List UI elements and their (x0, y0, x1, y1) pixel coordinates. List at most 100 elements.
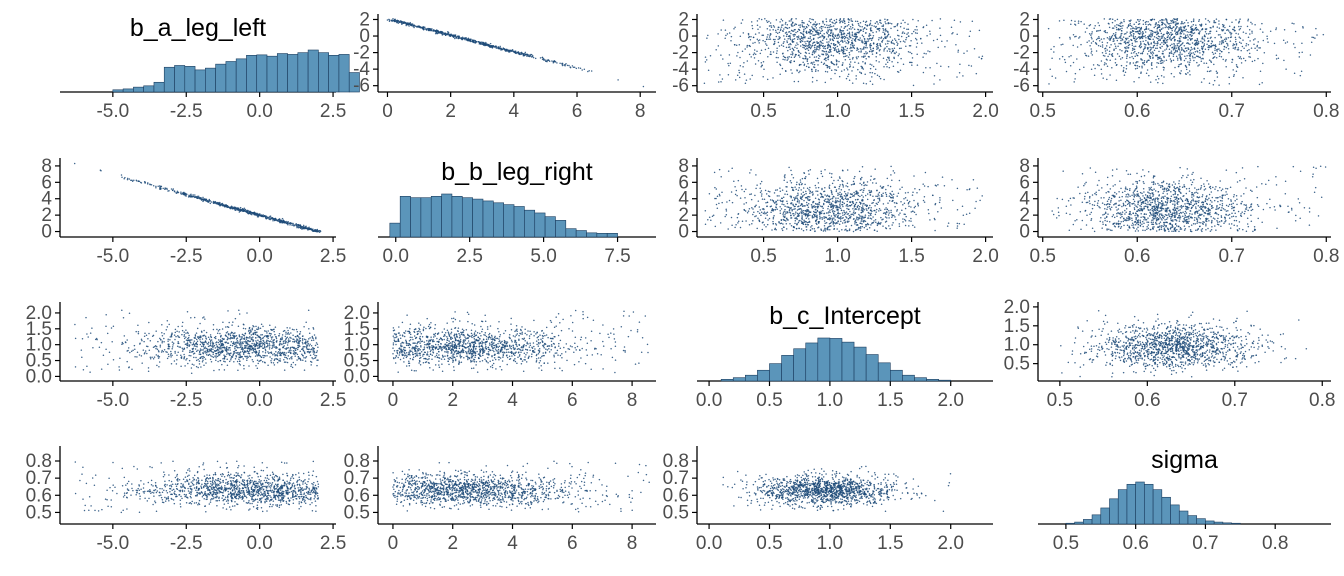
scatter-point (888, 66, 891, 69)
scatter-point (848, 33, 851, 35)
scatter-point (1174, 66, 1176, 69)
scatter-point (943, 185, 946, 187)
x-tick-label: 2.5 (320, 101, 346, 122)
scatter-point (833, 42, 835, 45)
scatter-point (1193, 59, 1195, 62)
scatter-point (1155, 78, 1157, 81)
scatter-point (864, 21, 867, 23)
scatter-point (1077, 22, 1080, 24)
panel-r0-c1: 0 2 4 6 820-2-4-6 (353, 9, 656, 122)
scatter-point (1236, 49, 1239, 51)
scatter-point (764, 213, 766, 215)
scatter-point (827, 226, 829, 229)
scatter-point (828, 41, 830, 43)
scatter-point (816, 190, 819, 193)
scatter-point (1173, 75, 1175, 78)
scatter-point (849, 216, 851, 219)
scatter-point (568, 64, 570, 67)
scatter-point (798, 227, 800, 229)
scatter-point (1213, 79, 1216, 82)
scatter-point (793, 38, 796, 40)
scatter-point (830, 225, 832, 227)
scatter-point (760, 49, 763, 51)
scatter-point (803, 193, 806, 196)
scatter-point (1183, 37, 1185, 39)
scatter-point (829, 19, 831, 21)
scatter-point (1164, 42, 1167, 44)
scatter-point (957, 51, 959, 53)
scatter-point (1310, 41, 1313, 44)
scatter-point (254, 214, 257, 216)
scatter-point (898, 179, 901, 182)
scatter-point (795, 44, 797, 46)
scatter-point (811, 68, 813, 71)
scatter-point (1216, 76, 1219, 78)
scatter-point (1168, 48, 1171, 50)
scatter-point (784, 58, 786, 61)
scatter-point (879, 43, 881, 45)
scatter-point (876, 74, 879, 76)
scatter-point (841, 204, 844, 206)
scatter-point (485, 41, 487, 44)
scatter-point (1058, 37, 1061, 39)
scatter-point (884, 211, 886, 214)
scatter-point (936, 38, 939, 41)
scatter-point (861, 215, 864, 218)
scatter-point (887, 214, 890, 216)
scatter-point (872, 31, 874, 34)
scatter-point (865, 225, 867, 227)
x-tick-label: 0.8 (1313, 101, 1339, 122)
scatter-point (826, 71, 829, 73)
scatter-point (851, 70, 853, 72)
scatter-point (1163, 23, 1166, 25)
scatter-point (845, 228, 847, 230)
scatter-point (869, 80, 872, 82)
scatter-point (1114, 43, 1116, 45)
scatter-point (1170, 59, 1173, 62)
scatter-point (1135, 26, 1137, 28)
scatter-point (875, 202, 878, 205)
scatter-point (1162, 34, 1165, 36)
scatter-point (835, 28, 837, 31)
scatter-point (1111, 18, 1114, 20)
scatter-point (850, 50, 852, 52)
scatter-point (1121, 32, 1123, 35)
scatter-point (388, 19, 391, 21)
scatter-point (869, 22, 872, 24)
scatter-point (1155, 66, 1158, 68)
scatter-point (899, 212, 901, 214)
scatter-point (1134, 30, 1137, 33)
scatter-point (773, 40, 776, 43)
scatter-point (745, 79, 748, 81)
scatter-point (1240, 62, 1243, 64)
scatter-point (1185, 65, 1187, 68)
scatter-point (813, 52, 816, 54)
scatter-point (1159, 19, 1161, 22)
scatter-point (803, 221, 805, 224)
scatter-point (1210, 60, 1212, 62)
x-tick-label: 2.0 (972, 101, 998, 122)
scatter-point (1262, 39, 1265, 42)
scatter-point (834, 69, 836, 71)
scatter-point (767, 55, 769, 58)
scatter-point (1221, 42, 1223, 44)
scatter-point (832, 207, 834, 210)
scatter-point (1141, 30, 1144, 33)
scatter-point (461, 38, 463, 41)
scatter-point (1148, 50, 1150, 53)
scatter-point (813, 216, 815, 219)
scatter-point (766, 214, 768, 216)
scatter-point (804, 57, 807, 60)
scatter-point (281, 217, 284, 220)
scatter-point (617, 79, 619, 81)
scatter-point (780, 26, 783, 28)
scatter-point (400, 20, 402, 23)
scatter-point (1116, 24, 1118, 26)
scatter-point (864, 204, 866, 206)
scatter-point (718, 193, 721, 196)
scatter-point (1169, 58, 1172, 60)
scatter-point (1193, 29, 1196, 31)
scatter-point (1125, 68, 1128, 70)
scatter-point (590, 70, 593, 72)
scatter-point (799, 26, 801, 28)
